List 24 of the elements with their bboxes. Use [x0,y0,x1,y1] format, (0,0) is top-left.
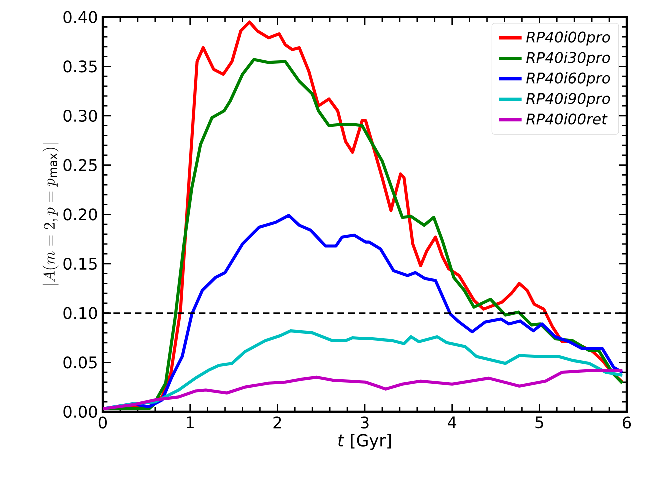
x-tick-label: 4 [448,416,457,428]
legend-label: RP40i00ret [526,113,608,125]
x-tick-label: 6 [623,416,632,429]
y-tick-label: 0.10 [64,307,98,320]
legend-label: RP40i30pro [526,52,610,66]
y-axis-title: $|A(m=2, p=p_{\rm max})|$ [42,144,59,286]
y-tick-label: 0.35 [64,60,97,73]
legend-label: RP40i00pro [526,32,610,46]
line-series [103,369,624,411]
x-tick-label: 3 [361,416,369,429]
x-tick-label: 1 [187,416,194,428]
y-tick-label: 0.00 [64,406,98,418]
y-tick-label: 0.40 [64,11,98,24]
x-tick-label: 2 [274,416,282,429]
y-tick-label: 0.05 [64,356,97,369]
x-axis-title: t [Gyr] [338,434,392,450]
y-tick-label: 0.25 [64,159,97,172]
x-tick-label: 5 [536,416,544,429]
x-tick-label: 0 [98,416,108,429]
y-tick-label: 0.20 [64,208,98,221]
legend-label: RP40i90pro [526,92,610,108]
legend-label: RP40i60pro [526,72,610,87]
y-tick-label: 0.30 [64,110,98,122]
y-tick-label: 0.15 [64,258,97,270]
